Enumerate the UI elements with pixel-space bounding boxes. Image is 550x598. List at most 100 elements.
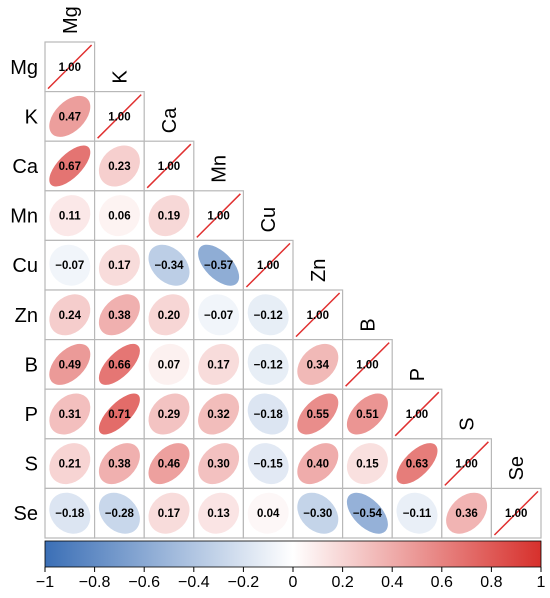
- correlation-ellipse: [396, 443, 438, 485]
- correlation-value: 0.07: [158, 359, 180, 371]
- cell-b-ca: 0.07: [143, 339, 195, 390]
- correlation-ellipse: [49, 443, 91, 485]
- diagonal-line: [345, 342, 390, 387]
- correlation-value: −0.57: [204, 260, 233, 272]
- correlation-value: 0.36: [455, 508, 477, 520]
- cell-zn-mn: −0.07: [193, 289, 245, 341]
- legend-tick-label: 0.4: [381, 574, 403, 591]
- column-label-mn: Mn: [209, 155, 231, 183]
- correlation-value: −0.11: [403, 508, 432, 520]
- correlation-value: −0.34: [154, 260, 184, 272]
- correlation-value: 0.49: [59, 359, 81, 371]
- correlation-value: 0.20: [158, 310, 180, 322]
- column-label-b: B: [357, 318, 379, 331]
- correlation-value: 1.00: [108, 111, 130, 123]
- correlation-value: 1.00: [59, 62, 81, 74]
- correlation-ellipse: [297, 343, 339, 385]
- cell-s-mg: 0.21: [44, 438, 96, 489]
- correlation-value: −0.15: [254, 459, 284, 471]
- correlation-ellipse: [297, 492, 339, 534]
- correlation-value: 0.67: [59, 161, 81, 173]
- column-label-se: Se: [506, 456, 528, 480]
- variable-labels: Mg K Ca Mn Cu Zn B P S Se Mg K Ca Mn Cu Zn B P S Se: [10, 6, 528, 525]
- cell-ca-k: 0.23: [93, 140, 145, 192]
- diagonal-line: [295, 292, 341, 338]
- cell-s-zn: 0.40: [292, 438, 344, 489]
- correlation-ellipse: [49, 244, 91, 286]
- cell-se-mg: −0.18: [44, 487, 96, 539]
- correlation-value: 0.40: [307, 459, 329, 471]
- correlation-value: −0.28: [105, 508, 135, 520]
- correlation-ellipse: [49, 145, 91, 187]
- cell-b-mg: 0.49: [44, 339, 96, 390]
- cell-mn-ca: 0.19: [143, 190, 195, 242]
- cell-mg-mg: 1.00: [44, 41, 96, 93]
- diagonal-line: [196, 193, 241, 238]
- diagonal-line: [47, 44, 93, 90]
- correlation-ellipse: [148, 393, 190, 435]
- cell-p-mn: 0.32: [193, 388, 245, 440]
- correlation-value: −0.18: [55, 508, 85, 520]
- correlation-ellipse: [148, 195, 190, 237]
- row-label-cu: Cu: [12, 255, 38, 277]
- correlation-ellipse: [346, 393, 388, 435]
- color-legend: −1 −0.8 −0.6 −0.4 −0.2 0 0.2 0.4 0.6 0.8 1: [36, 540, 546, 591]
- correlation-value: 0.71: [108, 409, 131, 421]
- cell-cu-mg: −0.07: [44, 239, 96, 291]
- cell-se-b: −0.54: [342, 487, 393, 539]
- legend-tick-label: −0.8: [79, 574, 111, 591]
- correlation-ellipse: [148, 343, 190, 385]
- correlation-value: 0.24: [59, 310, 82, 322]
- cell-k-k: 1.00: [93, 90, 145, 142]
- correlation-value: −0.30: [303, 508, 332, 520]
- correlation-ellipse: [297, 393, 339, 435]
- legend-tick-label: 0.8: [480, 574, 502, 591]
- legend-tick-label: 1: [537, 574, 546, 591]
- correlation-value: 0.63: [406, 459, 428, 471]
- row-label-se: Se: [14, 503, 38, 525]
- correlation-value: −0.07: [204, 310, 233, 322]
- cell-s-mn: 0.30: [193, 438, 245, 489]
- column-label-p: P: [407, 368, 429, 381]
- correlation-value: 0.17: [108, 260, 130, 272]
- cell-p-ca: 0.29: [143, 388, 195, 440]
- correlation-value: 1.00: [207, 211, 229, 223]
- correlation-value: −0.12: [254, 359, 283, 371]
- cell-ca-mg: 0.67: [44, 140, 96, 192]
- correlation-ellipse: [247, 393, 289, 435]
- correlation-value: 0.17: [207, 359, 229, 371]
- correlation-value: 0.23: [108, 161, 130, 173]
- correlation-value: 1.00: [505, 508, 527, 520]
- row-label-mg: Mg: [10, 57, 38, 79]
- row-label-mn: Mn: [10, 206, 38, 228]
- correlation-value: 1.00: [307, 310, 329, 322]
- column-label-cu: Cu: [258, 207, 280, 233]
- row-label-p: P: [25, 404, 38, 426]
- column-label-zn: Zn: [308, 259, 330, 282]
- legend-tick-label: 0: [289, 574, 298, 591]
- correlation-ellipse: [198, 343, 240, 385]
- correlation-ellipse: [148, 492, 190, 534]
- cell-se-k: −0.28: [93, 487, 145, 539]
- correlation-ellipse: [198, 244, 240, 286]
- cell-b-b: 1.00: [342, 339, 393, 390]
- correlation-value: 0.38: [108, 459, 131, 471]
- row-label-k: K: [25, 106, 39, 128]
- correlation-ellipse: [198, 443, 240, 485]
- cell-s-cu: −0.15: [242, 438, 294, 489]
- diagonal-line: [97, 94, 142, 139]
- column-label-ca: Ca: [159, 107, 181, 133]
- correlation-value: 1.00: [406, 409, 428, 421]
- correlation-ellipse: [98, 343, 140, 385]
- row-label-s: S: [25, 454, 38, 476]
- matrix-cells: 1.00 0.47 1.00 0.67 0.23 1.00 0.11 0.06 0.19 1.00…: [44, 41, 542, 539]
- correlation-ellipse: [297, 443, 339, 485]
- correlation-ellipse: [247, 343, 289, 385]
- correlation-value: 0.21: [59, 459, 82, 471]
- correlation-ellipse: [49, 492, 91, 534]
- cell-s-k: 0.38: [93, 438, 145, 489]
- correlation-ellipse: [49, 95, 91, 137]
- correlation-ellipse: [247, 294, 289, 336]
- cell-mn-mg: 0.11: [44, 190, 96, 242]
